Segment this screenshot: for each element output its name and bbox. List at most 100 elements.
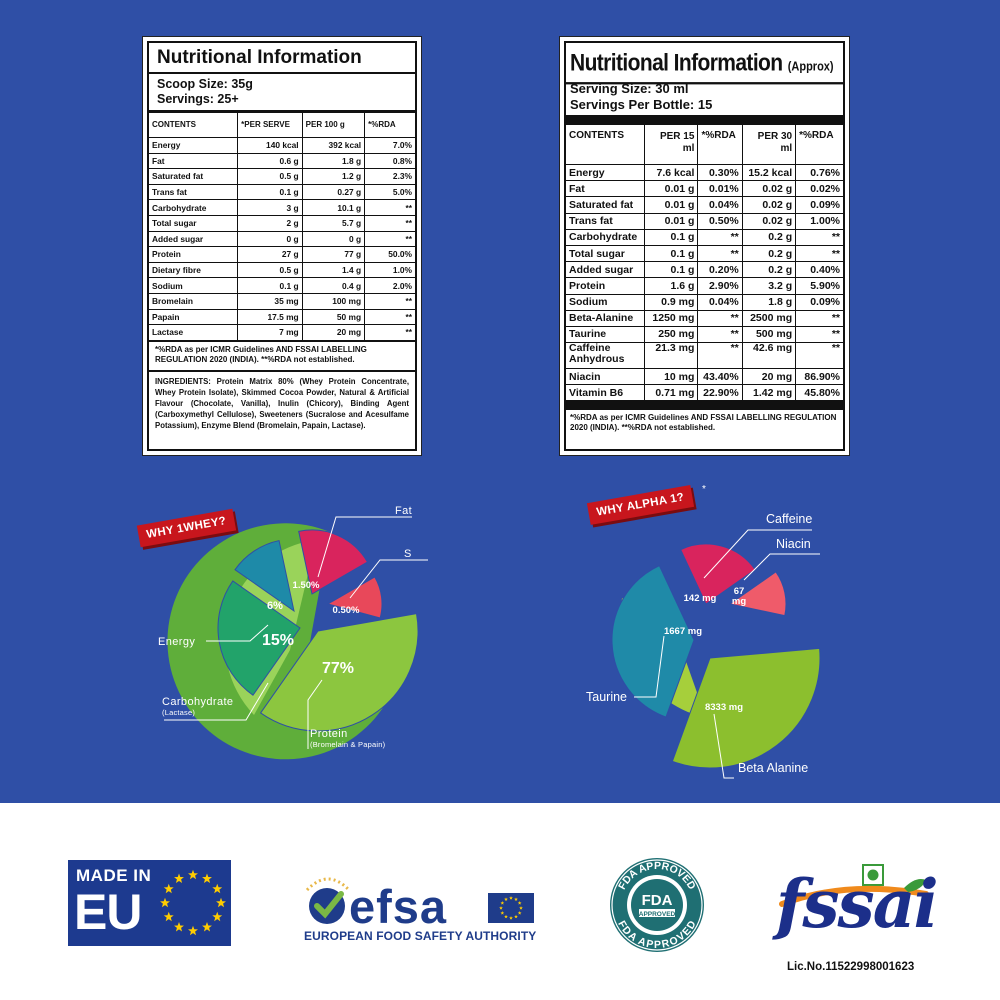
nutrient-value: 35 mg xyxy=(237,292,303,310)
table-row: Fat 0.01 g 0.01% 0.02 g 0.02% xyxy=(566,180,843,198)
nutrient-value: 0.50% xyxy=(697,212,743,230)
fssai-license-number: Lic.No.11522998001623 xyxy=(787,961,915,973)
nutrient-value: 2 g xyxy=(237,214,303,232)
nutrient-value: 50.0% xyxy=(364,246,415,263)
nutrient-value: ** xyxy=(364,292,415,310)
nutrient-value: 3 g xyxy=(237,199,303,216)
serving-size: Serving Size: 30 ml xyxy=(570,81,689,96)
chart-label-caffeine: Caffeine xyxy=(766,512,813,526)
nutrient-value: 86.90% xyxy=(795,368,843,386)
chart-label-niacin: Niacin xyxy=(776,537,811,551)
nutrient-name: Total sugar xyxy=(566,244,646,263)
nutrient-value: ** xyxy=(795,309,843,327)
nutrition-title: Nutritional Information (Approx) xyxy=(566,43,843,85)
table-row: Protein 27 g 77 g 50.0% xyxy=(149,246,415,263)
nutrient-value: 7.6 kcal xyxy=(644,163,699,182)
nutrient-value: 0.04% xyxy=(697,196,743,214)
table-header: *%RDA xyxy=(697,124,743,165)
nutrition-title: Nutritional Information xyxy=(149,43,415,74)
nutrient-name: Energy xyxy=(566,163,646,182)
nutrient-value: 10.1 g xyxy=(301,199,366,216)
star-icon xyxy=(174,922,184,932)
nutrient-name: Niacin xyxy=(566,368,646,386)
nutrient-value: ** xyxy=(795,342,843,370)
nutrient-value: ** xyxy=(697,342,743,370)
nutrient-value: 0.5 g xyxy=(237,168,303,185)
nutrient-value: 1.00% xyxy=(795,212,843,230)
chart-label-text: Carbohydrate xyxy=(162,696,234,708)
table-row: Bromelain 35 mg 100 mg ** xyxy=(149,292,415,310)
table-row: Saturated fat 0.01 g 0.04% 0.02 g 0.09% xyxy=(566,196,843,214)
nutrient-value: 0.01 g xyxy=(644,196,699,214)
star-icon xyxy=(519,906,523,910)
chart-label-taurine: Taurine xyxy=(586,690,627,704)
nutrition-table: CONTENTS PER 15 ml *%RDA PER 30 ml *%RDA… xyxy=(566,124,843,402)
rda-footnote: *%RDA as per ICMR Guidelines AND FSSAI L… xyxy=(149,340,415,368)
nutrient-value: ** xyxy=(795,244,843,263)
nutrient-value: 0.01 g xyxy=(644,180,699,198)
veg-mark-icon xyxy=(862,864,884,886)
nutrient-value: 42.6 mg xyxy=(741,342,797,370)
made-in-text: MADE IN xyxy=(76,866,152,885)
chart-label-carbohydrate: Carbohydrate (Lactase) xyxy=(162,696,233,717)
nutrient-value: 0.02 g xyxy=(741,196,797,214)
table-row: Taurine 250 mg ** 500 mg ** xyxy=(566,325,843,344)
eu-text: EU xyxy=(74,884,142,940)
servings-count: Servings: 25+ xyxy=(157,92,239,106)
star-icon xyxy=(500,911,505,915)
star-icon xyxy=(509,916,513,920)
star-icon xyxy=(174,873,184,883)
rda-footnote: *%RDA as per ICMR Guidelines AND FSSAI L… xyxy=(566,401,843,436)
nutrient-value: 7.0% xyxy=(364,137,415,154)
nutrient-name: Bromelain xyxy=(149,292,239,310)
fda-inner-ring xyxy=(631,879,683,931)
nutrient-name: Trans fat xyxy=(149,183,239,201)
nutrient-value: ** xyxy=(364,199,415,216)
nutrient-value: 100 mg xyxy=(301,292,366,310)
fda-center-text: FDA xyxy=(642,892,673,909)
nutrient-value: 5.7 g xyxy=(301,214,366,232)
table-row: Saturated fat 0.5 g 1.2 g 2.3% xyxy=(149,168,415,185)
chart-label-energy: Energy xyxy=(158,636,196,648)
nutrient-name: Protein xyxy=(566,277,646,295)
table-row: Niacin 10 mg 43.40% 20 mg 86.90% xyxy=(566,368,843,386)
nutrient-value: 0.02% xyxy=(795,180,843,198)
nutrient-value: 20 mg xyxy=(741,368,797,386)
table-row: Beta-Alanine 1250 mg ** 2500 mg ** xyxy=(566,309,843,327)
nutrition-table: CONTENTS *PER SERVE PER 100 g *%RDA Ener… xyxy=(149,112,415,341)
nutrient-value: ** xyxy=(795,325,843,344)
nutrient-value: 0.71 mg xyxy=(644,384,699,402)
nutrient-value: 2.3% xyxy=(364,168,415,185)
nutrient-value: 0.4 g xyxy=(301,277,366,294)
nutrient-name: Dietary fibre xyxy=(149,261,239,279)
chart-sublabel: (Lactase) xyxy=(162,708,196,717)
nutrient-value: ** xyxy=(364,214,415,232)
star-icon xyxy=(514,897,518,901)
nutrient-value: 1.6 g xyxy=(644,277,699,295)
nutrient-value: 0.2 g xyxy=(741,228,797,246)
nutrition-panel-alpha1: Nutritional Information (Approx) Serving… xyxy=(559,36,850,456)
nutrient-name: Added sugar xyxy=(566,261,646,279)
table-row: Caffeine Anhydrous 21.3 mg ** 42.6 mg ** xyxy=(566,342,843,370)
nutrient-value: 43.40% xyxy=(697,368,743,386)
nutrition-panel-1whey: Nutritional Information Scoop Size: 35g … xyxy=(142,36,422,456)
table-header-row: CONTENTS *PER SERVE PER 100 g *%RDA xyxy=(149,112,415,138)
nutrient-value: 0.02 g xyxy=(741,212,797,230)
fssai-leaf-icon xyxy=(904,879,926,892)
chart-label-protein: Protein (Bromelain & Papain) xyxy=(310,728,385,749)
star-icon xyxy=(517,911,522,915)
nutrient-value: 20 mg xyxy=(301,324,366,341)
nutrient-value: 250 mg xyxy=(644,325,699,344)
nutrient-value: 1.8 g xyxy=(741,293,797,311)
table-row: Trans fat 0.1 g 0.27 g 5.0% xyxy=(149,183,415,201)
star-icon xyxy=(216,897,226,908)
scoop-size: Scoop Size: 35g xyxy=(157,77,253,91)
nutrient-value: ** xyxy=(697,325,743,344)
table-row: Trans fat 0.01 g 0.50% 0.02 g 1.00% xyxy=(566,212,843,230)
nutrient-value: 0 g xyxy=(237,230,303,248)
nutrient-value: ** xyxy=(697,228,743,246)
efsa-check-icon xyxy=(314,891,344,919)
nutrient-value: 27 g xyxy=(237,246,303,263)
table-row: Fat 0.6 g 1.8 g 0.8% xyxy=(149,152,415,170)
nutrient-name: Caffeine Anhydrous xyxy=(566,342,646,370)
